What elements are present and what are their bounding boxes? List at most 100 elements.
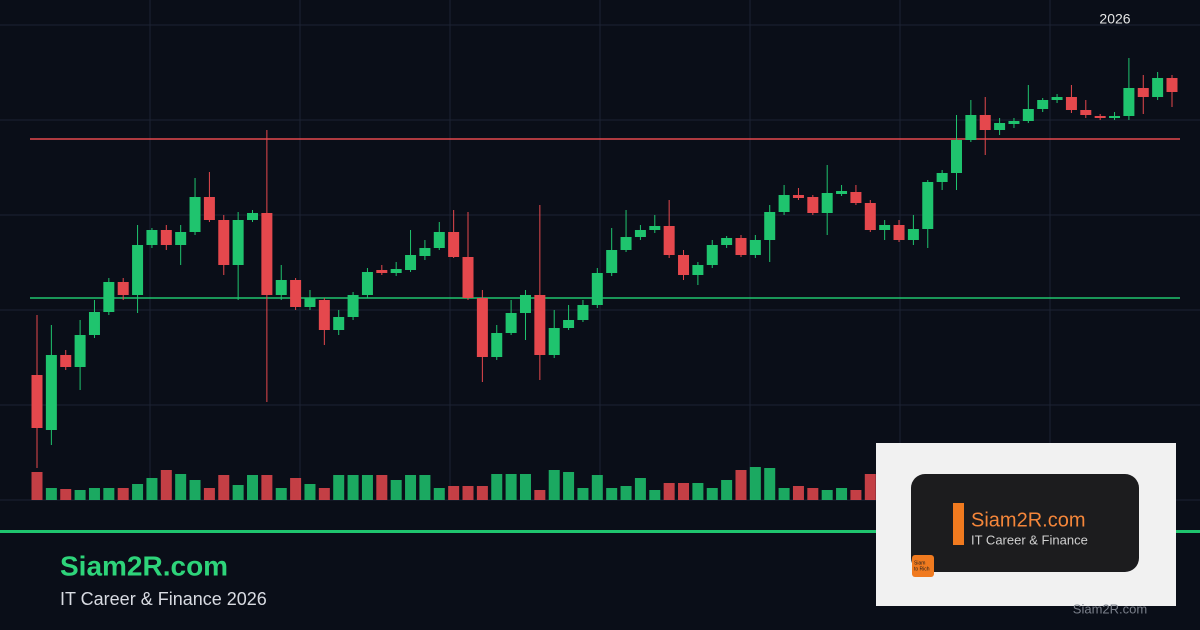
volume-bar — [706, 488, 718, 500]
candle-body — [749, 240, 761, 255]
candle-body — [1037, 100, 1049, 109]
logo-name: Siam2R.com — [971, 509, 1085, 531]
volume-bar — [448, 486, 460, 500]
candle-body — [175, 232, 187, 245]
logo-bar — [953, 503, 964, 545]
volume-bar — [836, 488, 848, 500]
candle-body — [850, 192, 862, 203]
candle-body — [893, 225, 905, 240]
volume-bar — [476, 486, 488, 500]
badge-text: to Rich — [914, 566, 930, 572]
volume-bar — [261, 475, 273, 500]
volume-bar — [132, 484, 144, 500]
volume-bar — [275, 488, 287, 500]
candle-body — [692, 265, 704, 275]
candle-body — [376, 270, 388, 273]
candle-body — [678, 255, 690, 275]
volume-bar — [433, 488, 445, 500]
volume-bar — [376, 475, 388, 500]
candle-body — [634, 230, 646, 237]
volume-bar — [333, 475, 345, 500]
brand-tagline: IT Career & Finance 2026 — [60, 589, 267, 609]
volume-bar — [534, 490, 546, 500]
candle-body — [519, 295, 531, 313]
candle-body — [476, 298, 488, 357]
candle-body — [836, 191, 848, 194]
candle-body — [994, 123, 1006, 130]
volume-bar — [462, 486, 474, 500]
candle-body — [879, 225, 891, 230]
candle-body — [88, 312, 100, 335]
candle-body — [45, 355, 57, 430]
candle-body — [950, 140, 962, 173]
volume-bar — [175, 474, 187, 500]
candle-body — [1080, 110, 1092, 115]
candle-body — [663, 226, 675, 255]
candle-body — [103, 282, 115, 312]
volume-bar — [864, 474, 876, 500]
candle-body — [1166, 78, 1178, 92]
volume-bar — [31, 472, 43, 500]
volume-bar — [146, 478, 158, 500]
volume-bar — [649, 490, 661, 500]
volume-bar — [160, 470, 172, 500]
candle-body — [247, 213, 259, 220]
volume-bar — [88, 488, 100, 500]
candle-body — [864, 203, 876, 230]
candle-body — [448, 232, 460, 257]
candle-body — [778, 195, 790, 212]
candle-body — [577, 305, 589, 320]
candle-body — [563, 320, 575, 328]
volume-bar — [247, 475, 259, 500]
volume-bar — [850, 490, 862, 500]
volume-bar — [304, 484, 316, 500]
candle-body — [146, 230, 158, 245]
candle-body — [275, 280, 287, 295]
candle-body — [419, 248, 431, 256]
volume-bar — [721, 480, 733, 500]
candle-body — [1109, 116, 1121, 118]
volume-bar — [807, 488, 819, 500]
volume-bar — [74, 490, 86, 500]
candle-body — [31, 375, 43, 428]
volume-bar — [577, 488, 589, 500]
candle-body — [189, 197, 201, 232]
volume-bar — [563, 472, 575, 500]
candle-body — [1137, 88, 1149, 97]
volume-bar — [634, 478, 646, 500]
candle-body — [261, 213, 273, 295]
candle-body — [232, 220, 244, 265]
volume-bar — [663, 483, 675, 500]
logo-badge — [912, 555, 934, 577]
brand-name: Siam2R.com — [60, 550, 228, 581]
candle-body — [433, 232, 445, 248]
volume-bar — [821, 490, 833, 500]
logo-tagline: IT Career & Finance — [971, 532, 1088, 547]
volume-bar — [692, 483, 704, 500]
volume-bar — [390, 480, 402, 500]
volume-bar — [678, 483, 690, 500]
volume-bar — [764, 468, 776, 500]
candle-body — [1008, 121, 1020, 124]
candle-body — [1065, 97, 1077, 110]
candle-body — [318, 300, 330, 330]
candle-body — [807, 197, 819, 213]
volume-bar — [203, 488, 215, 500]
candle-body — [649, 226, 661, 230]
candle-body — [218, 220, 230, 265]
volume-bar — [519, 474, 531, 500]
candle-body — [1152, 78, 1164, 97]
volume-bar — [749, 467, 761, 500]
candle-body — [304, 298, 316, 307]
candle-body — [203, 197, 215, 220]
volume-bar — [218, 475, 230, 500]
candle-body — [764, 212, 776, 240]
logo-panel — [911, 474, 1139, 572]
volume-bar — [117, 488, 129, 500]
volume-bar — [189, 480, 201, 500]
candle-body — [936, 173, 948, 182]
candle-body — [721, 238, 733, 245]
candle-body — [620, 237, 632, 250]
